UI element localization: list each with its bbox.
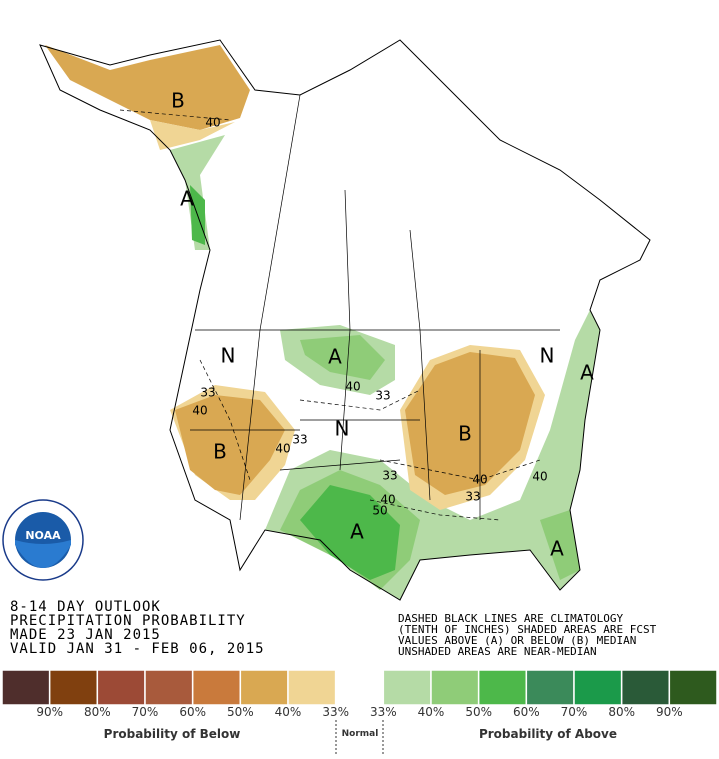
legend-swatch <box>477 669 528 706</box>
shade-below-33 <box>150 120 235 150</box>
contour-label: 40 <box>275 442 290 456</box>
category-label: N <box>540 344 555 368</box>
coastline <box>39 39 651 601</box>
contour-label: 40 <box>472 473 487 487</box>
noaa-logo: NOAA <box>2 499 84 581</box>
legend-swatch <box>96 669 146 706</box>
category-label: A <box>180 187 194 211</box>
legend-label: 60% <box>179 705 206 719</box>
legend-swatch <box>144 669 194 706</box>
category-label: A <box>550 537 564 561</box>
legend-swatch <box>620 669 671 706</box>
legend-label: 50% <box>227 705 254 719</box>
category-label: B <box>458 422 472 446</box>
legend-below-title: Probability of Below <box>104 727 241 741</box>
legend-label: 80% <box>84 705 111 719</box>
contour-label: 33 <box>200 386 215 400</box>
notes-block: DASHED BLACK LINES ARE CLIMATOLOGY(TENTH… <box>398 612 657 658</box>
category-label: A <box>328 345 342 369</box>
note-line: (TENTH OF INCHES) SHADED AREAS ARE FCST <box>398 623 657 636</box>
title-line: MADE 23 JAN 2015 <box>10 627 161 643</box>
legend-normal-title: Normal <box>342 729 379 739</box>
category-label: B <box>213 440 227 464</box>
legend-label: 90% <box>36 705 63 719</box>
title-line: PRECIPITATION PROBABILITY <box>10 613 246 629</box>
contour-label: 50 <box>372 504 387 518</box>
shade-above-50 <box>300 335 385 380</box>
contour-label: 33 <box>465 490 480 504</box>
legend-label: 40% <box>275 705 302 719</box>
category-label: N <box>335 417 350 441</box>
shade-above-50 <box>540 510 580 580</box>
legend-label: 70% <box>561 705 588 719</box>
map <box>39 39 651 601</box>
legend-label: 40% <box>418 705 445 719</box>
legend-swatch <box>1 669 51 706</box>
contour-label: 40 <box>205 116 220 130</box>
legend-label: 80% <box>608 705 635 719</box>
legend-swatch <box>382 669 432 706</box>
legend-swatch <box>48 669 99 706</box>
logo-text: NOAA <box>25 529 61 542</box>
note-line: UNSHADED AREAS ARE NEAR-MEDIAN <box>398 645 597 658</box>
shade-below-40 <box>45 45 250 130</box>
title-line: 8-14 DAY OUTLOOK <box>10 599 161 615</box>
contour-label: 40 <box>532 470 547 484</box>
climatology-line <box>119 109 541 521</box>
contour-label: 33 <box>382 469 397 483</box>
legend-swatch <box>191 669 242 706</box>
note-line: DASHED BLACK LINES ARE CLIMATOLOGY <box>398 612 624 625</box>
border <box>190 94 560 521</box>
contour-label: 33 <box>375 389 390 403</box>
title-line: VALID JAN 31 - FEB 06, 2015 <box>10 641 265 657</box>
category-label: A <box>580 361 594 385</box>
legend-swatch <box>239 669 289 706</box>
legend-label: 33% <box>322 705 349 719</box>
note-line: VALUES ABOVE (A) OR BELOW (B) MEDIAN <box>398 634 636 647</box>
shade-below-40 <box>405 352 535 495</box>
shade-below-40 <box>175 395 285 495</box>
legend-swatch <box>334 669 385 706</box>
category-label: B <box>171 89 185 113</box>
legend: Probability of Below Normal Probability … <box>1 669 718 755</box>
contour-label: 33 <box>292 433 307 447</box>
legend-swatch <box>430 669 480 706</box>
legend-label: 60% <box>513 705 540 719</box>
contour-label: 40 <box>345 380 360 394</box>
legend-label: 70% <box>132 705 159 719</box>
legend-above-title: Probability of Above <box>479 727 617 741</box>
legend-swatch <box>525 669 575 706</box>
legend-label: 50% <box>465 705 492 719</box>
contour-label: 40 <box>380 493 395 507</box>
legend-swatch <box>287 669 337 706</box>
shade-above-60 <box>300 485 400 580</box>
contour-label: 40 <box>192 404 207 418</box>
logo-wave <box>15 540 71 568</box>
category-label: N <box>221 344 236 368</box>
category-label: A <box>350 520 364 544</box>
legend-swatch <box>668 669 718 706</box>
legend-swatch <box>573 669 623 706</box>
legend-label: 90% <box>656 705 683 719</box>
legend-label: 33% <box>370 705 397 719</box>
